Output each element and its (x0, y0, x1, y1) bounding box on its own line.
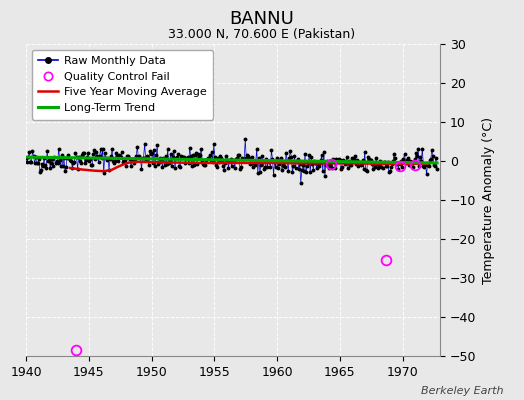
Text: Berkeley Earth: Berkeley Earth (421, 386, 503, 396)
Legend: Raw Monthly Data, Quality Control Fail, Five Year Moving Average, Long-Term Tren: Raw Monthly Data, Quality Control Fail, … (32, 50, 213, 120)
Y-axis label: Temperature Anomaly (°C): Temperature Anomaly (°C) (482, 116, 495, 284)
Text: BANNU: BANNU (230, 10, 294, 28)
Text: 33.000 N, 70.600 E (Pakistan): 33.000 N, 70.600 E (Pakistan) (168, 28, 356, 41)
